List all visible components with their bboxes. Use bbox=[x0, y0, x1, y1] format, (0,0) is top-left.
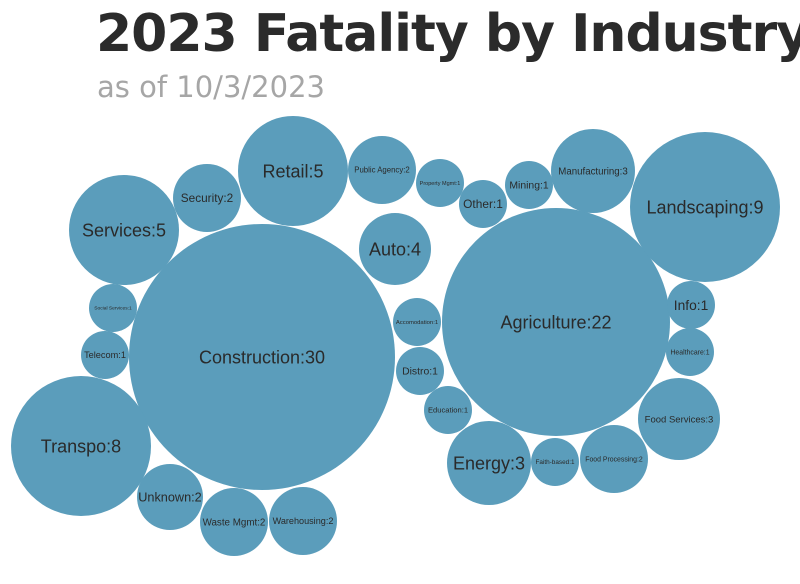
bubble-auto: Auto:4 bbox=[359, 213, 431, 285]
bubble-mining: Mining:1 bbox=[505, 161, 553, 209]
bubble-circle-transpo bbox=[11, 376, 151, 516]
chart-subtitle: as of 10/3/2023 bbox=[97, 70, 325, 104]
bubble-label-services: Services:5 bbox=[82, 220, 166, 240]
bubble-label-other: Other:1 bbox=[463, 197, 503, 211]
bubble-landscaping: Landscaping:9 bbox=[630, 132, 780, 282]
bubble-circle-auto bbox=[359, 213, 431, 285]
bubble-label-education: Education:1 bbox=[428, 406, 468, 415]
bubble-waste-mgmt: Waste Mgmt:2 bbox=[200, 488, 268, 556]
bubble-circle-social-services bbox=[89, 284, 137, 332]
bubble-label-construction: Construction:30 bbox=[199, 347, 325, 367]
bubble-food-processing: Food Processing:2 bbox=[580, 425, 648, 493]
bubble-circle-security bbox=[173, 164, 241, 232]
bubble-property-mgmt: Property Mgmt:1 bbox=[416, 159, 464, 207]
bubble-faith-based: Faith-based:1 bbox=[531, 438, 579, 486]
bubble-services: Services:5 bbox=[69, 175, 179, 285]
bubble-circle-distro bbox=[396, 347, 444, 395]
bubble-circle-healthcare bbox=[666, 328, 714, 376]
bubble-label-waste-mgmt: Waste Mgmt:2 bbox=[203, 517, 266, 528]
bubble-construction: Construction:30 bbox=[129, 224, 395, 490]
bubble-education: Education:1 bbox=[424, 386, 472, 434]
bubble-accomodation: Accomodation:1 bbox=[393, 298, 441, 346]
bubble-label-landscaping: Landscaping:9 bbox=[646, 197, 763, 217]
bubble-label-public-agency: Public Agency:2 bbox=[354, 166, 409, 175]
bubble-label-telecom: Telecom:1 bbox=[84, 350, 126, 360]
bubble-circle-waste-mgmt bbox=[200, 488, 268, 556]
bubble-label-warehousing: Warehousing:2 bbox=[273, 516, 334, 526]
bubble-telecom: Telecom:1 bbox=[81, 331, 129, 379]
bubble-food-services: Food Services:3 bbox=[638, 378, 720, 460]
bubble-circle-warehousing bbox=[269, 487, 337, 555]
bubble-label-info: Info:1 bbox=[674, 298, 709, 313]
bubble-distro: Distro:1 bbox=[396, 347, 444, 395]
bubble-circle-public-agency bbox=[348, 136, 416, 204]
bubble-label-unknown: Unknown:2 bbox=[138, 490, 201, 504]
bubble-circle-landscaping bbox=[630, 132, 780, 282]
bubble-circle-retail bbox=[238, 116, 348, 226]
bubble-public-agency: Public Agency:2 bbox=[348, 136, 416, 204]
bubble-circle-accomodation bbox=[393, 298, 441, 346]
bubble-label-mining: Mining:1 bbox=[509, 181, 548, 192]
bubble-label-healthcare: Healthcare:1 bbox=[670, 349, 709, 356]
bubble-circle-mining bbox=[505, 161, 553, 209]
bubble-label-auto: Auto:4 bbox=[369, 239, 421, 259]
bubble-other: Other:1 bbox=[459, 180, 507, 228]
bubble-circle-info bbox=[667, 281, 715, 329]
bubble-energy: Energy:3 bbox=[447, 421, 531, 505]
bubble-transpo: Transpo:8 bbox=[11, 376, 151, 516]
bubble-label-food-services: Food Services:3 bbox=[645, 414, 714, 425]
bubble-label-manufacturing: Manufacturing:3 bbox=[558, 166, 627, 177]
chart-title: 2023 Fatality by Industry bbox=[96, 4, 800, 64]
bubble-retail: Retail:5 bbox=[238, 116, 348, 226]
bubble-social-services: Social Services:1 bbox=[89, 284, 137, 332]
bubble-label-retail: Retail:5 bbox=[262, 161, 323, 181]
bubble-circle-agriculture bbox=[442, 208, 670, 436]
bubble-circle-services bbox=[69, 175, 179, 285]
bubble-label-transpo: Transpo:8 bbox=[41, 436, 121, 456]
bubble-label-faith-based: Faith-based:1 bbox=[535, 459, 575, 466]
bubble-label-property-mgmt: Property Mgmt:1 bbox=[420, 181, 461, 187]
bubble-security: Security:2 bbox=[173, 164, 241, 232]
bubble-unknown: Unknown:2 bbox=[137, 464, 203, 530]
bubble-label-agriculture: Agriculture:22 bbox=[500, 312, 611, 332]
bubble-circle-food-processing bbox=[580, 425, 648, 493]
bubble-label-energy: Energy:3 bbox=[453, 453, 525, 473]
bubble-label-food-processing: Food Processing:2 bbox=[585, 456, 643, 463]
bubble-manufacturing: Manufacturing:3 bbox=[551, 129, 635, 213]
bubble-circle-education bbox=[424, 386, 472, 434]
bubble-healthcare: Healthcare:1 bbox=[666, 328, 714, 376]
bubble-circle-manufacturing bbox=[551, 129, 635, 213]
bubble-circle-faith-based bbox=[531, 438, 579, 486]
bubble-warehousing: Warehousing:2 bbox=[269, 487, 337, 555]
bubble-circle-property-mgmt bbox=[416, 159, 464, 207]
bubble-circle-other bbox=[459, 180, 507, 228]
bubble-label-distro: Distro:1 bbox=[402, 367, 438, 378]
bubble-agriculture: Agriculture:22 bbox=[442, 208, 670, 436]
bubble-circle-food-services bbox=[638, 378, 720, 460]
bubble-info: Info:1 bbox=[667, 281, 715, 329]
bubble-circle-construction bbox=[129, 224, 395, 490]
bubble-circle-energy bbox=[447, 421, 531, 505]
bubble-circle-unknown bbox=[137, 464, 203, 530]
bubble-label-accomodation: Accomodation:1 bbox=[396, 320, 438, 326]
bubble-circle-telecom bbox=[81, 331, 129, 379]
bubble-label-security: Security:2 bbox=[181, 191, 233, 205]
bubble-label-social-services: Social Services:1 bbox=[94, 306, 132, 312]
